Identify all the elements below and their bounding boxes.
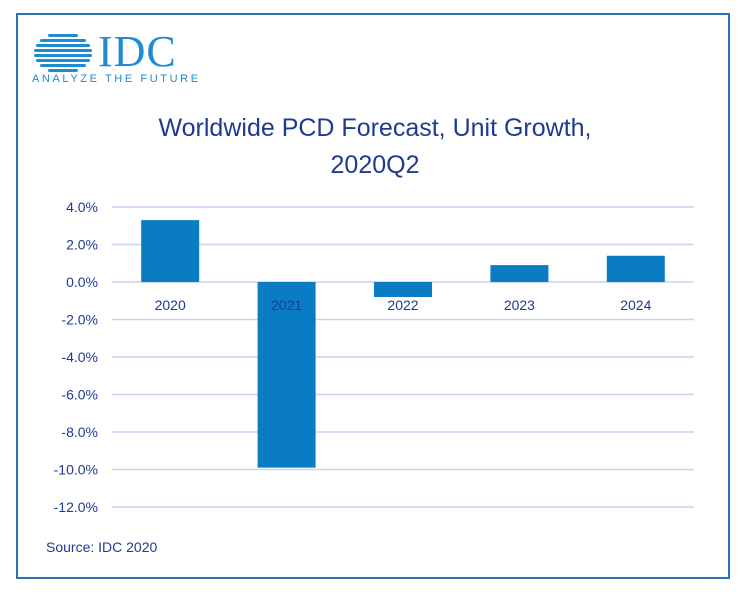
bar-2022 — [374, 282, 432, 297]
bar-2023 — [490, 265, 549, 282]
logo-tagline: ANALYZE THE FUTURE — [32, 73, 201, 85]
bar-2021 — [257, 282, 316, 468]
y-tick-label: 0.0% — [66, 274, 98, 290]
idc-logo: IDC ANALYZE THE FUTURE — [32, 27, 198, 90]
x-category-label: 2024 — [620, 297, 651, 313]
chart-title-line-1: Worldwide PCD Forecast, Unit Growth, — [158, 114, 592, 142]
bar-2020 — [141, 220, 200, 282]
logo-brand-text: IDC — [98, 27, 177, 76]
y-tick-label: -10.0% — [54, 462, 98, 478]
chart-title: Worldwide PCD Forecast, Unit Growth, 202… — [60, 110, 690, 184]
chart-title-line-2: 2020Q2 — [330, 151, 420, 179]
y-tick-label: -12.0% — [54, 499, 98, 515]
bars — [141, 220, 665, 468]
globe-icon — [34, 34, 92, 72]
bar-2024 — [606, 255, 665, 282]
y-tick-label: -8.0% — [61, 424, 98, 440]
y-tick-label: -6.0% — [61, 387, 98, 403]
y-tick-label: -2.0% — [61, 312, 98, 328]
x-category-label: 2022 — [387, 297, 418, 313]
chart-frame — [16, 13, 730, 579]
y-tick-label: 4.0% — [66, 199, 98, 215]
x-category-label: 2020 — [155, 297, 186, 313]
x-category-label: 2021 — [271, 297, 302, 313]
x-axis-categories: 2020 2021 2022 2023 2024 — [155, 297, 652, 313]
gridlines — [112, 206, 694, 508]
y-tick-label: -4.0% — [61, 349, 98, 365]
y-axis-ticks: 4.0% 2.0% 0.0% -2.0% -4.0% -6.0% -8.0% -10.0% -1… — [54, 199, 98, 515]
y-tick-label: 2.0% — [66, 237, 98, 253]
source-note: Source: IDC 2020 — [46, 539, 158, 555]
x-category-label: 2023 — [504, 297, 535, 313]
